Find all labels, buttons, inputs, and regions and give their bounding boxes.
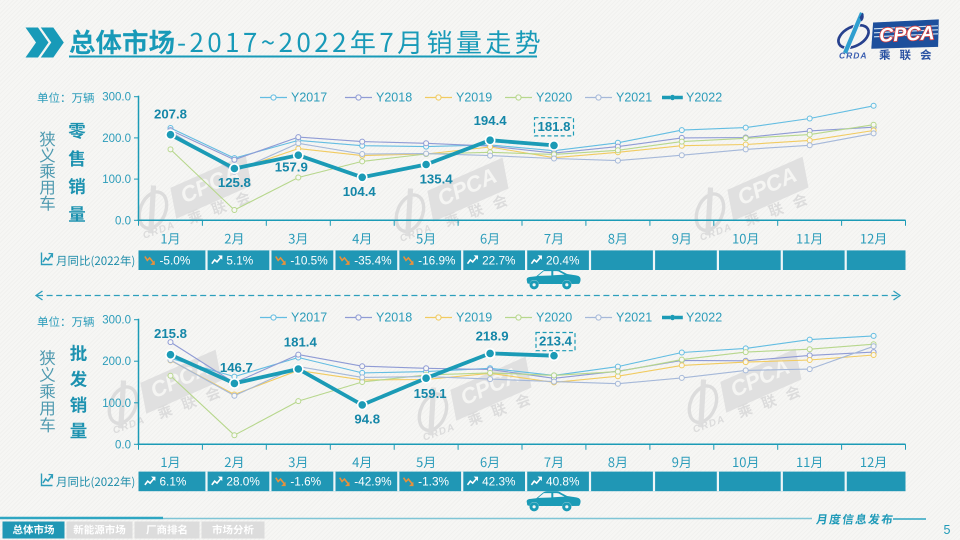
svg-text:Y2017: Y2017 [291, 91, 327, 105]
svg-text:213.4: 213.4 [539, 334, 573, 349]
svg-text:CRDA: CRDA [839, 51, 868, 61]
svg-text:159.1: 159.1 [414, 386, 447, 401]
svg-text:-16.9%: -16.9% [418, 253, 456, 267]
svg-text:146.7: 146.7 [220, 360, 253, 375]
svg-text:-1.6%: -1.6% [290, 475, 321, 489]
svg-text:200.0: 200.0 [102, 133, 131, 145]
svg-text:-42.9%: -42.9% [354, 475, 392, 489]
svg-text:300.0: 300.0 [102, 92, 131, 104]
svg-text:104.4: 104.4 [343, 184, 377, 199]
svg-text:125.8: 125.8 [218, 175, 251, 190]
svg-text:20.4%: 20.4% [546, 253, 580, 267]
svg-text:194.4: 194.4 [474, 113, 508, 128]
svg-text:Y2022: Y2022 [686, 91, 722, 105]
svg-text:215.8: 215.8 [154, 326, 187, 341]
svg-text:Y2019: Y2019 [456, 311, 492, 325]
svg-text:0.0: 0.0 [115, 439, 131, 451]
svg-text:-10.5%: -10.5% [290, 253, 328, 267]
svg-text:Y2019: Y2019 [456, 91, 492, 105]
svg-text:-5.0%: -5.0% [160, 253, 191, 267]
svg-text:200.0: 200.0 [102, 356, 131, 368]
svg-text:94.8: 94.8 [354, 412, 380, 427]
svg-text:CPCA: CPCA [879, 22, 935, 47]
svg-text:Y2020: Y2020 [536, 311, 572, 325]
svg-text:300.0: 300.0 [102, 315, 131, 327]
svg-text:218.9: 218.9 [476, 329, 509, 344]
svg-text:22.7%: 22.7% [482, 253, 516, 267]
svg-text:Y2020: Y2020 [536, 91, 572, 105]
svg-text:Y2017: Y2017 [291, 311, 327, 325]
svg-text:157.9: 157.9 [275, 160, 308, 175]
svg-text:5: 5 [944, 523, 951, 537]
svg-text:Y2022: Y2022 [686, 311, 722, 325]
svg-text:181.8: 181.8 [537, 119, 570, 134]
svg-text:6.1%: 6.1% [160, 475, 187, 489]
svg-text:-1.3%: -1.3% [418, 475, 449, 489]
svg-text:5.1%: 5.1% [226, 253, 253, 267]
svg-text:Y2018: Y2018 [376, 311, 412, 325]
svg-text:100.0: 100.0 [102, 174, 131, 186]
svg-text:Y2018: Y2018 [376, 91, 412, 105]
svg-text:207.8: 207.8 [154, 107, 187, 122]
svg-text:135.4: 135.4 [420, 172, 454, 187]
svg-text:40.8%: 40.8% [546, 475, 580, 489]
svg-text:42.3%: 42.3% [482, 475, 516, 489]
svg-text:181.4: 181.4 [284, 334, 318, 349]
svg-text:0.0: 0.0 [115, 215, 131, 227]
svg-text:-35.4%: -35.4% [354, 253, 392, 267]
svg-text:Y2021: Y2021 [616, 91, 652, 105]
svg-text:Y2021: Y2021 [616, 311, 652, 325]
svg-text:100.0: 100.0 [102, 398, 131, 410]
svg-text:28.0%: 28.0% [226, 475, 260, 489]
